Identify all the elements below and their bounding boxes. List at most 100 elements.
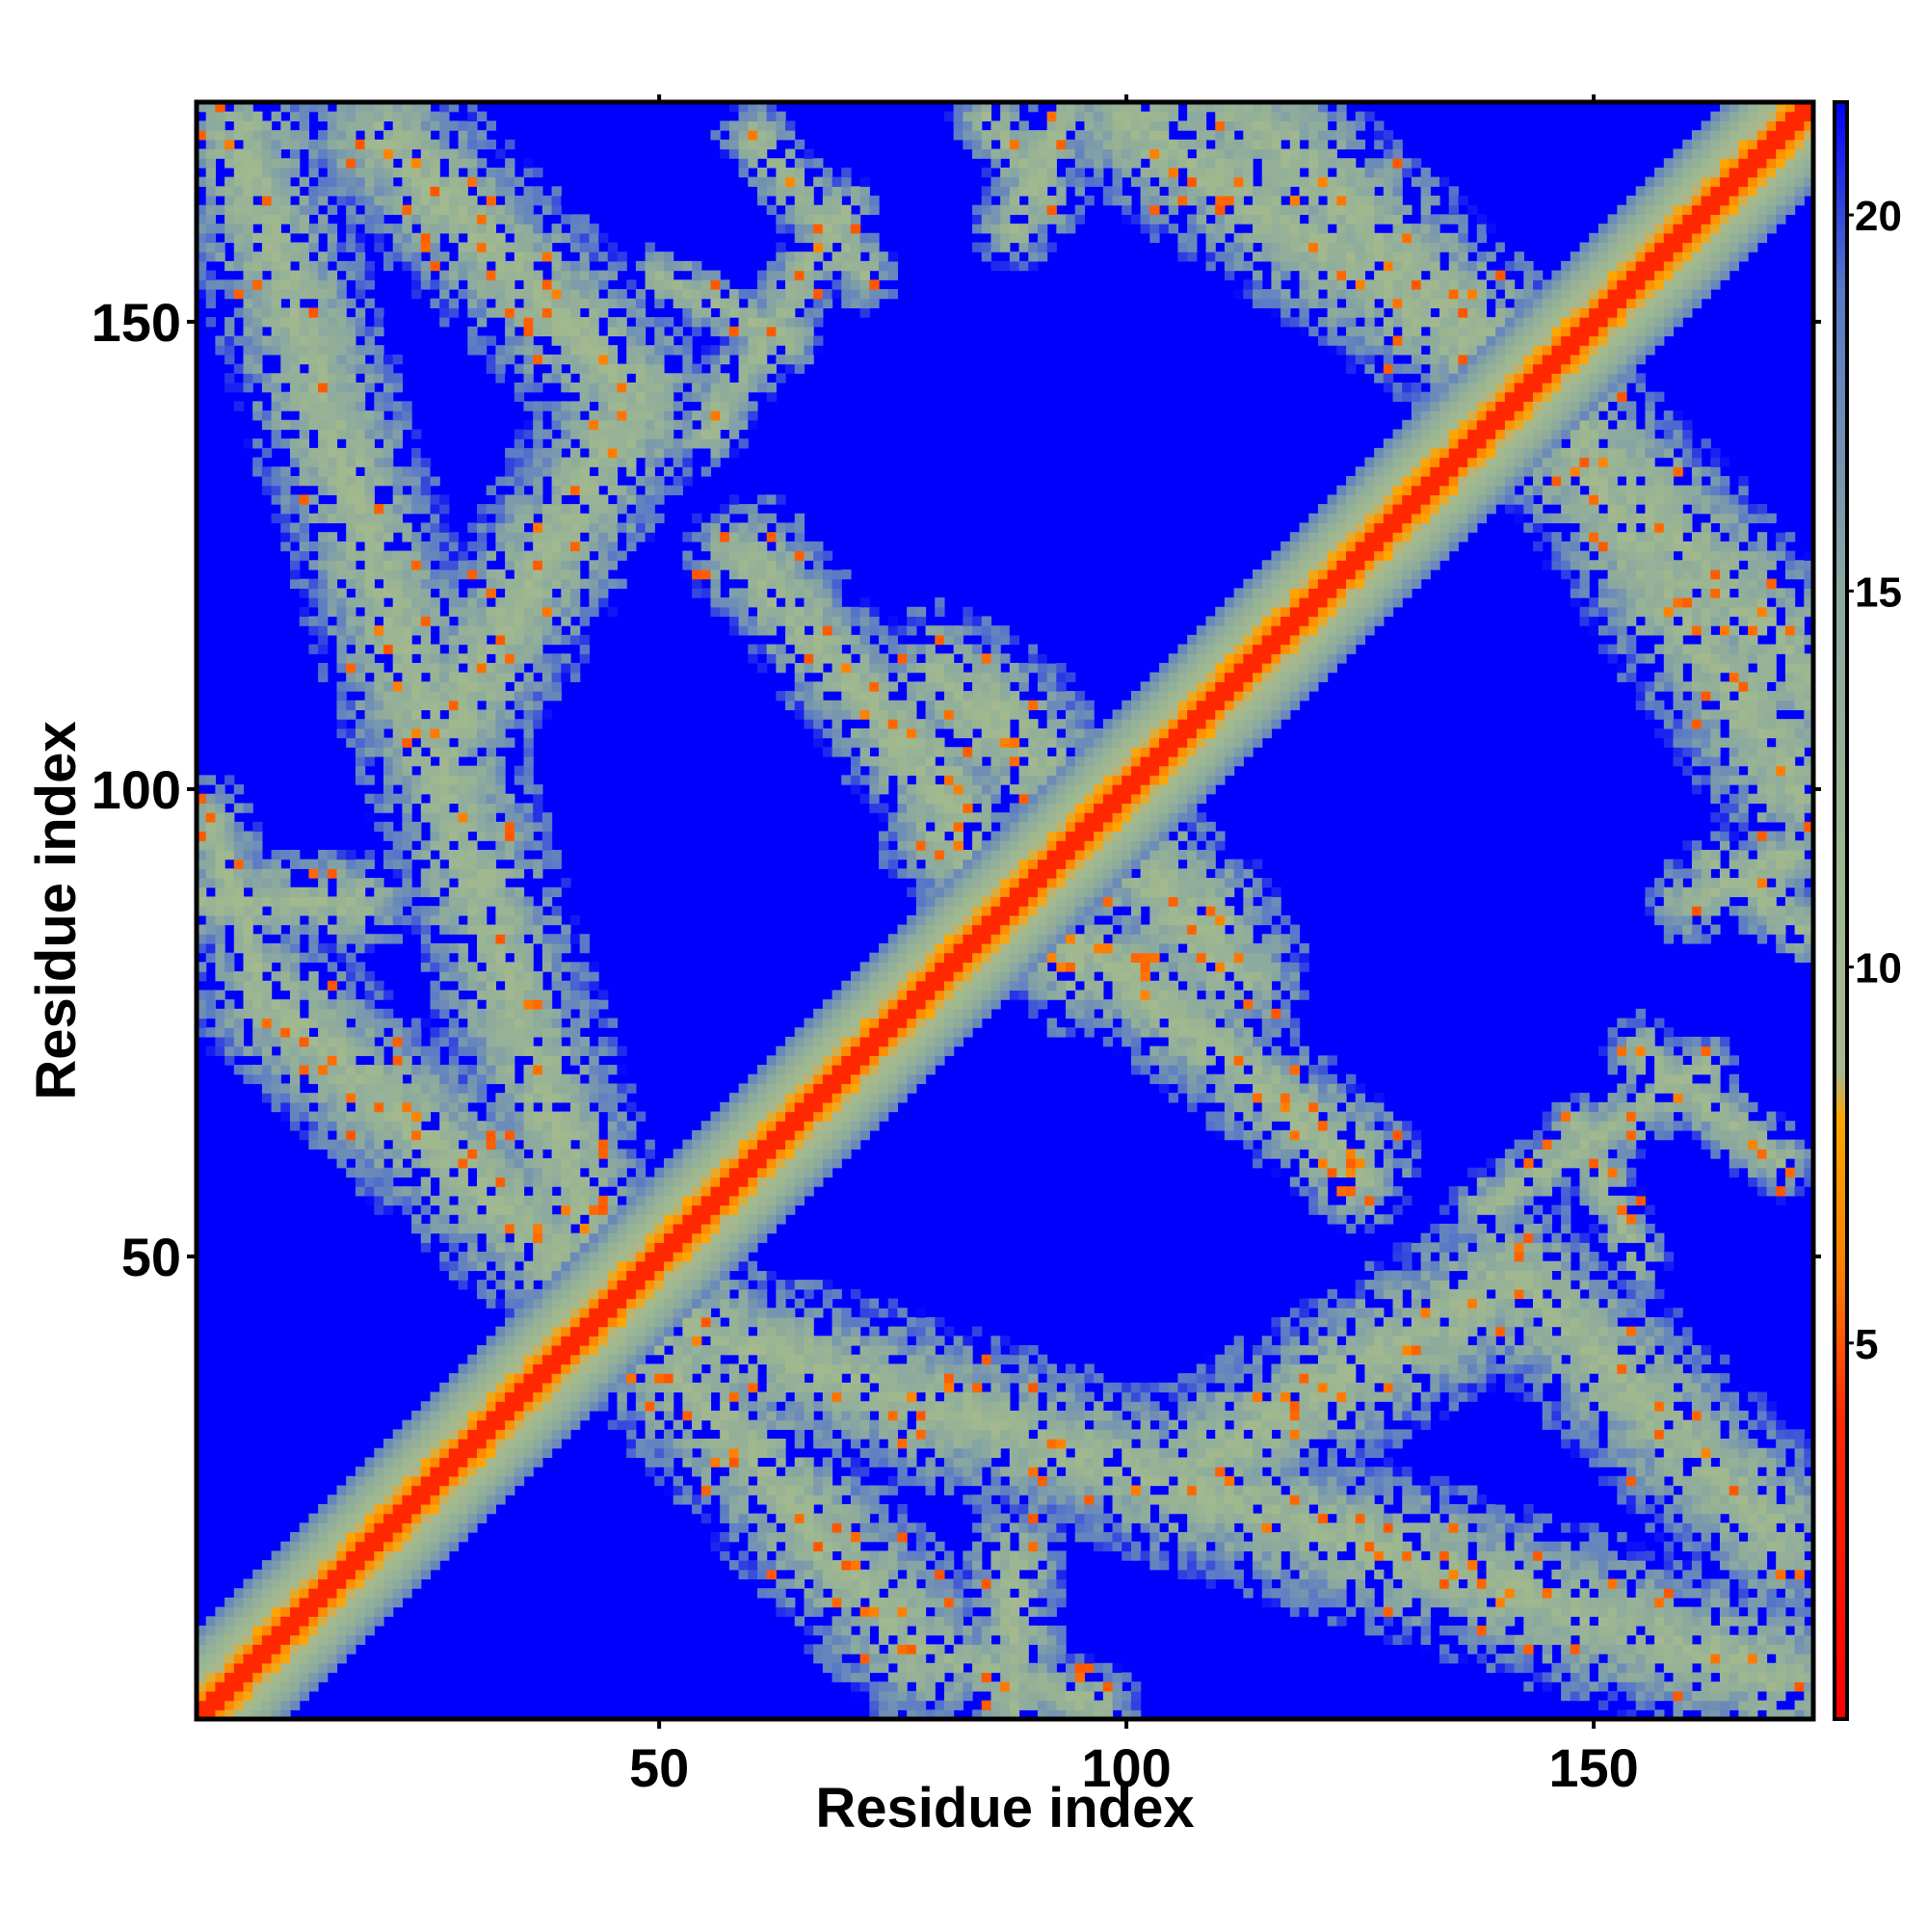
heatmap-cell (392, 1083, 403, 1094)
heatmap-cell (280, 270, 291, 280)
heatmap-cell (224, 335, 235, 346)
heatmap-cell (439, 550, 450, 561)
heatmap-cell (533, 924, 543, 935)
heatmap-cell (692, 1252, 702, 1262)
heatmap-cell (728, 1111, 740, 1122)
heatmap-cell (299, 176, 309, 187)
heatmap-cell (364, 419, 375, 431)
heatmap-cell (261, 1093, 273, 1103)
heatmap-cell (551, 1336, 562, 1346)
heatmap-cell (467, 859, 478, 869)
heatmap-cell (346, 504, 356, 515)
heatmap-cell (673, 1485, 683, 1495)
heatmap-cell (327, 597, 338, 608)
heatmap-cell (448, 709, 460, 720)
heatmap-cell (551, 681, 562, 692)
heatmap-cell (541, 447, 553, 459)
heatmap-cell (243, 1709, 253, 1719)
heatmap-cell (355, 578, 366, 589)
heatmap-cell (720, 139, 730, 150)
heatmap-cell (533, 1214, 543, 1225)
heatmap-cell (336, 1578, 347, 1589)
heatmap-cell (374, 457, 384, 467)
heatmap-cell (523, 990, 534, 1000)
heatmap-cell (289, 307, 301, 318)
heatmap-cell (467, 204, 478, 215)
heatmap-cell (607, 1363, 619, 1374)
heatmap-cell (197, 896, 207, 907)
heatmap-cell (626, 1363, 637, 1374)
heatmap-cell (224, 1045, 235, 1056)
heatmap-cell (411, 1522, 422, 1533)
heatmap-cell (728, 1522, 740, 1533)
heatmap-cell (541, 1232, 553, 1243)
heatmap-cell (505, 1288, 515, 1300)
heatmap-cell (607, 298, 619, 308)
heatmap-cell (514, 868, 525, 879)
heatmap-cell (215, 1672, 225, 1682)
heatmap-cell (626, 1354, 637, 1365)
heatmap-cell (224, 962, 235, 972)
heatmap-cell (355, 700, 366, 711)
heatmap-cell (514, 232, 525, 244)
heatmap-cell (439, 111, 450, 121)
heatmap-cell (645, 354, 655, 365)
heatmap-cell (541, 1167, 553, 1178)
heatmap-cell (308, 1616, 319, 1627)
heatmap-cell (383, 700, 394, 711)
heatmap-cell (514, 363, 525, 374)
heatmap-cell (728, 1447, 740, 1459)
heatmap-cell (569, 1186, 581, 1197)
heatmap-cell (598, 1045, 609, 1056)
heatmap-cell (551, 653, 562, 664)
heatmap-cell (626, 1270, 637, 1281)
heatmap-cell (233, 1027, 245, 1038)
heatmap-cell (252, 139, 263, 150)
heatmap-cell (261, 466, 273, 477)
heatmap-cell (458, 1503, 468, 1515)
heatmap-cell (383, 775, 394, 785)
heatmap-cell (364, 560, 375, 570)
heatmap-cell (682, 1158, 693, 1169)
heatmap-cell (252, 1597, 263, 1608)
heatmap-cell (280, 438, 291, 449)
heatmap-cell (569, 1410, 581, 1421)
heatmap-cell (439, 1391, 450, 1402)
heatmap-cell (448, 1129, 460, 1141)
heatmap-cell (523, 719, 534, 729)
heatmap-cell (607, 1167, 619, 1178)
heatmap-cell (289, 1672, 301, 1682)
heatmap-cell (430, 532, 440, 543)
heatmap-cell (299, 242, 309, 252)
heatmap-cell (252, 1588, 263, 1599)
heatmap-cell (541, 1158, 553, 1169)
heatmap-cell (411, 700, 422, 711)
heatmap-cell (617, 1093, 627, 1103)
heatmap-cell (551, 224, 562, 234)
heatmap-cell (635, 419, 647, 431)
heatmap-cell (738, 1560, 749, 1571)
heatmap-cell (355, 307, 366, 318)
heatmap-cell (700, 1354, 712, 1365)
heatmap-cell (411, 1101, 422, 1113)
heatmap-cell (523, 1326, 534, 1337)
heatmap-cell (476, 186, 488, 197)
heatmap-cell (720, 354, 730, 365)
heatmap-cell (598, 1316, 609, 1328)
heatmap-cell (617, 438, 627, 449)
heatmap-cell (392, 130, 403, 141)
heatmap-cell (458, 1036, 468, 1047)
heatmap-cell (252, 148, 263, 159)
heatmap-cell (617, 1186, 627, 1197)
heatmap-cell (233, 1018, 245, 1028)
heatmap-cell (561, 270, 571, 280)
heatmap-cell (420, 681, 432, 692)
heatmap-cell (402, 1513, 412, 1523)
heatmap-cell (392, 1027, 403, 1038)
heatmap-cell (458, 980, 468, 992)
heatmap-cell (645, 494, 655, 505)
heatmap-cell (654, 1363, 665, 1374)
heatmap-cell (420, 279, 432, 290)
heatmap-cell (514, 1177, 525, 1187)
heatmap-cell (495, 924, 506, 935)
